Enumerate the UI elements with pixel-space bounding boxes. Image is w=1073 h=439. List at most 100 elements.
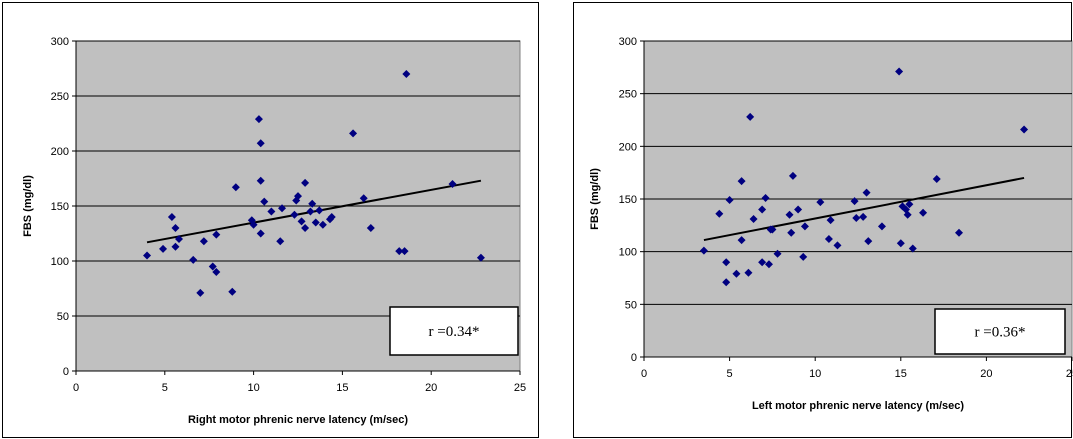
data-point	[744, 268, 753, 277]
data-point	[833, 241, 842, 250]
y-tick-label: 300	[51, 36, 69, 48]
data-point	[852, 213, 861, 222]
data-point	[895, 67, 904, 76]
data-point	[254, 115, 263, 124]
data-point	[167, 213, 176, 221]
data-point	[315, 206, 324, 215]
x-tick-label: 15	[336, 382, 348, 394]
data-point	[402, 70, 411, 78]
data-point	[400, 247, 409, 256]
data-point	[764, 260, 773, 269]
correlation-box	[934, 308, 1066, 355]
data-point	[699, 246, 708, 255]
trendline	[703, 176, 1025, 242]
data-point	[199, 237, 208, 246]
x-tick-label: 20	[980, 368, 992, 380]
data-point	[278, 204, 287, 213]
data-point	[877, 222, 886, 231]
data-point	[955, 228, 964, 237]
data-point	[297, 217, 306, 226]
y-tick-label: 0	[631, 352, 637, 364]
data-point	[794, 205, 803, 214]
data-point	[308, 199, 317, 208]
data-point	[249, 220, 258, 229]
y-tick-label: 250	[51, 91, 69, 103]
data-point	[787, 228, 796, 237]
data-point	[799, 252, 808, 261]
data-point	[722, 278, 731, 287]
data-point	[212, 268, 221, 276]
data-point	[448, 180, 457, 188]
y-tick-label: 200	[51, 146, 69, 158]
x-tick-label: 25	[514, 382, 526, 394]
data-point	[905, 200, 914, 209]
data-point	[737, 177, 746, 186]
x-tick-label: 10	[809, 368, 821, 380]
y-tick-label: 50	[625, 299, 637, 311]
data-point	[773, 249, 782, 258]
x-axis-title: Right motor phrenic nerve latency (m/sec…	[188, 414, 408, 426]
data-point	[171, 224, 180, 232]
y-tick-label: 100	[51, 256, 69, 268]
data-point	[208, 262, 217, 271]
y-tick-label: 150	[51, 201, 69, 213]
correlation-label: r =0.36*	[975, 325, 1026, 341]
data-point	[301, 178, 310, 187]
data-point	[260, 197, 269, 206]
data-point	[366, 224, 375, 232]
correlation-label: r =0.34*	[429, 324, 480, 340]
y-tick-label: 50	[57, 311, 69, 323]
x-tick-label: 0	[641, 368, 647, 380]
data-point	[768, 225, 777, 234]
y-tick-label: 150	[619, 194, 637, 206]
y-tick-label: 300	[619, 36, 637, 48]
data-point	[301, 224, 310, 232]
data-point	[318, 220, 327, 229]
x-tick-label: 15	[895, 368, 907, 380]
data-point	[722, 258, 731, 267]
data-point	[267, 207, 276, 216]
correlation-box	[389, 306, 519, 356]
data-point	[908, 244, 917, 253]
data-point	[901, 205, 910, 214]
x-tick-label: 20	[425, 382, 437, 394]
data-point	[276, 237, 285, 246]
data-point	[476, 253, 485, 262]
data-point	[932, 174, 941, 183]
data-point	[327, 213, 336, 221]
data-point	[864, 237, 873, 246]
data-point	[171, 242, 180, 251]
y-tick-label: 250	[619, 89, 637, 101]
data-point	[349, 129, 358, 138]
y-tick-label: 0	[63, 366, 69, 378]
data-point	[859, 212, 868, 221]
x-tick-label: 10	[247, 382, 259, 394]
data-point	[788, 171, 797, 180]
data-point	[725, 196, 734, 205]
data-point	[359, 194, 368, 203]
data-point	[1020, 125, 1029, 134]
data-point	[903, 210, 912, 219]
x-tick-label: 0	[73, 382, 79, 394]
data-point	[824, 235, 833, 244]
data-point	[159, 244, 168, 253]
data-point	[800, 222, 809, 231]
data-point	[715, 209, 724, 218]
data-point	[761, 193, 770, 202]
data-point	[228, 287, 237, 296]
data-point	[862, 188, 871, 197]
chart-panel-left-latency: 0 50 100 150 200 250 300 0 5 10 15 20 25 Left motor p…	[573, 2, 1073, 438]
data-point	[189, 255, 198, 264]
data-point	[212, 230, 221, 239]
data-point	[749, 215, 758, 224]
x-tick-label: 25	[1066, 368, 1073, 380]
data-point	[896, 239, 905, 248]
data-point	[919, 208, 928, 217]
data-point	[290, 210, 299, 219]
data-point	[758, 258, 767, 267]
data-point	[737, 236, 746, 245]
data-point	[850, 197, 859, 206]
data-point	[306, 207, 315, 216]
data-point	[732, 269, 741, 278]
scatter-chart-right-latency: 0 50 100 150 200 250 300 0 5 10 15 20 25 Right motor …	[22, 36, 526, 426]
